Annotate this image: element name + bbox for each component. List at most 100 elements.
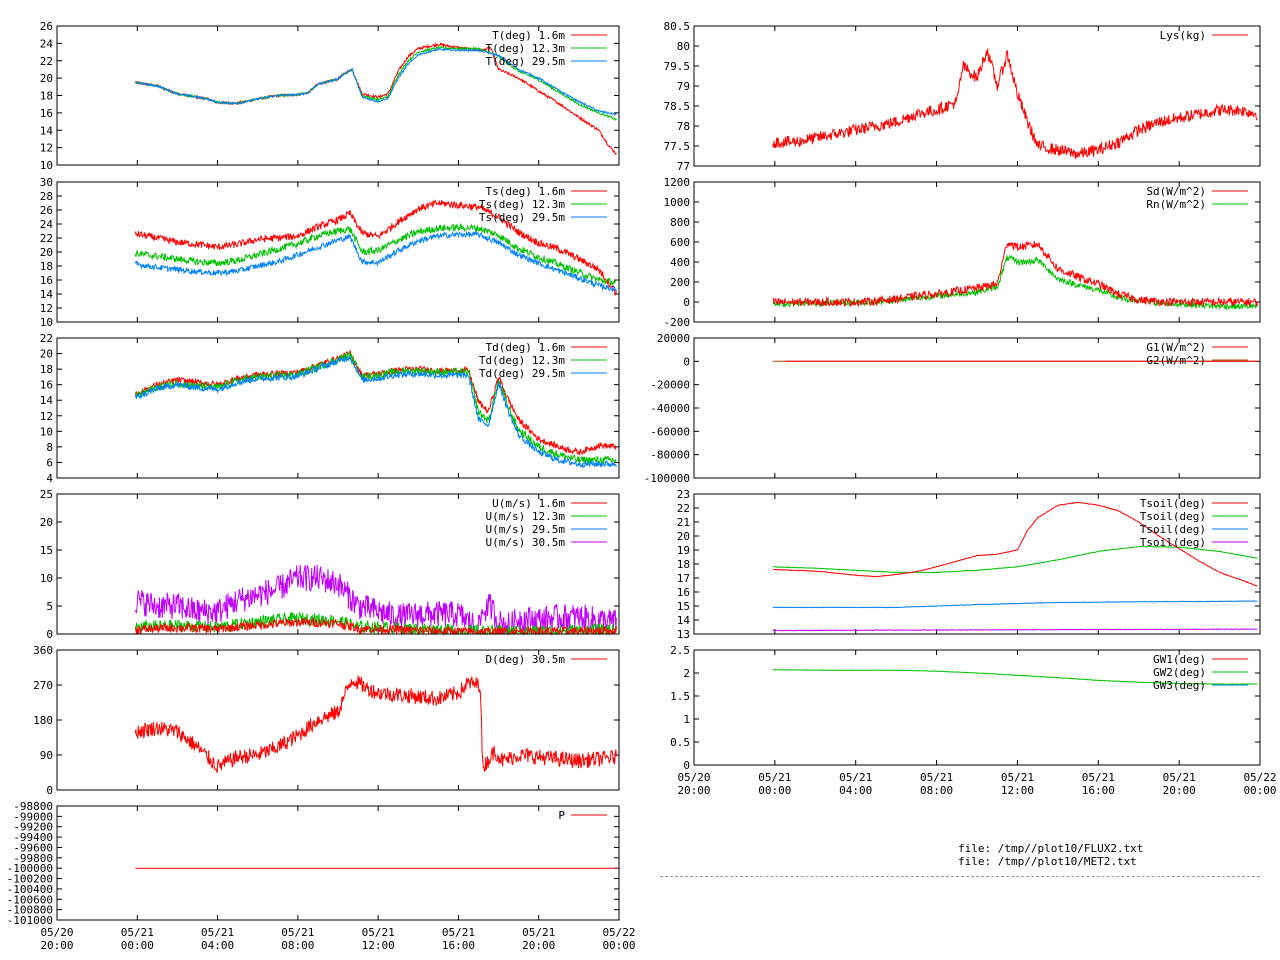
ytick-label: 14 xyxy=(40,394,54,407)
legend-label: Td(deg) 29.5m xyxy=(479,367,565,380)
legend-label: U(m/s) 1.6m xyxy=(492,497,565,510)
panel-Lys: 77 77.5 78 78.5 79 79.5 80 80.5 Lys(kg) xyxy=(664,20,1261,173)
legend-label: Td(deg) 1.6m xyxy=(486,341,566,354)
ytick-label: -99600 xyxy=(13,841,53,854)
ytick-label: 19 xyxy=(677,544,690,557)
series-Lys-red xyxy=(772,48,1258,159)
xtick-label: 20:00 xyxy=(677,784,710,797)
xtick-label: 05/21 xyxy=(201,926,234,939)
series-U-green xyxy=(134,611,617,636)
legend-label: T(deg) 1.6m xyxy=(492,29,565,42)
legend-label: GW3(deg) xyxy=(1153,679,1206,692)
ytick-label: 18 xyxy=(40,90,53,103)
legend-label: U(m/s) 30.5m xyxy=(486,536,566,549)
ytick-label: 16 xyxy=(677,586,690,599)
legend-label: Ts(deg) 29.5m xyxy=(479,211,565,224)
ytick-label: 18 xyxy=(40,363,53,376)
ytick-label: 30 xyxy=(40,176,53,189)
legend-label: D(deg) 30.5m xyxy=(486,653,566,666)
ytick-label: 0 xyxy=(683,355,690,368)
series-Ts-blue xyxy=(134,230,617,292)
ytick-label: 16 xyxy=(40,274,53,287)
ytick-label: 2 xyxy=(683,667,690,680)
panel-Tsoil: 1314151617181920212223Tsoil(deg)Tsoil(de… xyxy=(677,488,1261,641)
plot-frame xyxy=(693,337,1261,479)
ytick-label: 12 xyxy=(40,302,53,315)
ytick-label: 80 xyxy=(677,40,690,53)
legend-label: Tsoil(deg) xyxy=(1140,497,1206,510)
ytick-label: 600 xyxy=(670,236,690,249)
legend-label: Ts(deg) 12.3m xyxy=(479,198,565,211)
ytick-label: 18 xyxy=(677,558,690,571)
xtick-label: 04:00 xyxy=(839,784,872,797)
ytick-label: 270 xyxy=(33,679,53,692)
ytick-label: 23 xyxy=(677,488,690,501)
ytick-label: 0 xyxy=(46,784,53,797)
plot-frame xyxy=(56,805,620,921)
series-Tsoil-blue xyxy=(772,600,1258,609)
ytick-label: 22 xyxy=(40,232,53,245)
ytick-label: 6 xyxy=(46,456,53,469)
ytick-label: 80.5 xyxy=(664,20,691,33)
legend-label: U(m/s) 29.5m xyxy=(486,523,566,536)
series-Td-blue xyxy=(134,354,617,469)
xtick-label: 05/21 xyxy=(1001,771,1034,784)
ytick-label: 360 xyxy=(33,644,53,657)
xtick-label: 20:00 xyxy=(40,939,73,952)
ytick-label: 18 xyxy=(40,260,53,273)
series-Ts-green xyxy=(134,223,617,287)
ytick-label: 14 xyxy=(40,124,54,137)
ytick-label: 78 xyxy=(677,120,690,133)
xtick-label: 08:00 xyxy=(281,939,314,952)
ytick-label: 0 xyxy=(683,759,690,772)
plot-frame xyxy=(693,181,1261,323)
legend-label: G2(W/m^2) xyxy=(1146,354,1206,367)
xtick-label: 05/21 xyxy=(758,771,791,784)
ytick-label: -80000 xyxy=(650,449,690,462)
legend-label: GW2(deg) xyxy=(1153,666,1206,679)
xtick-label: 05/21 xyxy=(522,926,555,939)
series-T-blue xyxy=(135,47,617,116)
series-Tsoil-purple xyxy=(772,628,1258,632)
plot-frame xyxy=(56,25,620,166)
ytick-label: 14 xyxy=(40,288,54,301)
legend-label: Tsoil(deg) xyxy=(1140,536,1206,549)
ytick-label: -20000 xyxy=(650,379,690,392)
xtick-label: 20:00 xyxy=(1163,784,1196,797)
ytick-label: 28 xyxy=(40,190,53,203)
ytick-label: 20 xyxy=(40,246,53,259)
ytick-label: 26 xyxy=(40,204,53,217)
plot-frame xyxy=(693,25,1261,167)
ytick-label: 1000 xyxy=(664,196,691,209)
ytick-label: -200 xyxy=(664,316,691,329)
ytick-label: 20 xyxy=(677,530,690,543)
ytick-label: 5 xyxy=(46,600,53,613)
legend-label: Rn(W/m^2) xyxy=(1146,198,1206,211)
xtick-label: 08:00 xyxy=(920,784,953,797)
ytick-label: 90 xyxy=(40,749,53,762)
series-U-red xyxy=(135,617,617,636)
series-GW-green xyxy=(772,669,1258,685)
file-line-1: file: /tmp//plot10/FLUX2.txt xyxy=(958,842,1144,855)
legend-label: Lys(kg) xyxy=(1160,29,1206,42)
series-U-purple xyxy=(134,564,617,635)
xtick-label: 05/21 xyxy=(839,771,872,784)
ytick-label: 16 xyxy=(40,379,53,392)
ytick-label: 79 xyxy=(677,80,690,93)
xtick-label: 05/20 xyxy=(677,771,710,784)
ytick-label: 0.5 xyxy=(670,736,690,749)
plot-frame xyxy=(56,649,620,791)
ytick-label: 21 xyxy=(677,516,690,529)
ytick-label: 10 xyxy=(40,572,53,585)
ytick-label: 25 xyxy=(40,488,53,501)
legend-label: G1(W/m^2) xyxy=(1146,341,1206,354)
ytick-label: 1 xyxy=(683,713,690,726)
series-Rad-red xyxy=(772,240,1258,308)
ytick-label: 77 xyxy=(677,160,690,173)
ytick-label: 2.5 xyxy=(670,644,690,657)
panel-GW: 0 0.5 1 1.5 2 2.5 GW1(deg)GW2(deg)GW3(deg) 05/2… xyxy=(670,644,1276,797)
ytick-label: 400 xyxy=(670,256,690,269)
xtick-label: 05/22 xyxy=(602,926,635,939)
ytick-label: -100800 xyxy=(7,904,53,917)
